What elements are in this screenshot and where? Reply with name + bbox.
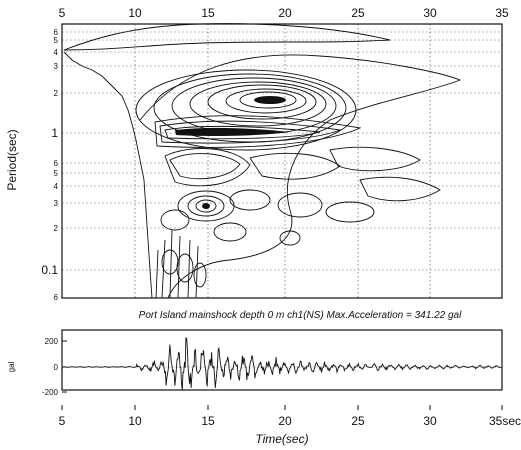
y-minor-tick-label: 3 — [54, 199, 59, 208]
x-axis-label: Time(sec) — [255, 432, 308, 446]
y-minor-tick-label: 2 — [54, 89, 59, 98]
contour-peak-ring — [135, 69, 357, 151]
contour-dense — [175, 96, 290, 209]
y-minor-tick-label: 3 — [54, 62, 59, 71]
y-minor-tick-label: 5 — [54, 169, 59, 178]
y-major-tick-label: 1 — [51, 126, 58, 140]
figure-caption: Port Island mainshock depth 0 m ch1(NS) … — [139, 310, 462, 321]
y-minor-tick-label: 4 — [54, 182, 59, 191]
contour-peak-ring — [207, 84, 317, 120]
bottom-y-ticks — [62, 340, 67, 393]
x-tick-label: 20 — [278, 414, 292, 428]
y-minor-tick-label: 6 — [54, 293, 59, 302]
y-tick-label: 0 — [54, 363, 59, 372]
contour-band — [159, 120, 342, 144]
contour-blob — [169, 153, 241, 180]
contour-blob — [277, 192, 323, 218]
y-minor-tick-label: 5 — [54, 36, 59, 45]
top-x-tick-label: 15 — [201, 6, 215, 20]
x-tick-label: 15 — [201, 414, 215, 428]
contour-blob — [279, 230, 301, 246]
contour-blob — [329, 146, 421, 172]
top-x-tick-label: 10 — [128, 6, 142, 20]
top-x-tick-label: 35 — [495, 6, 509, 20]
y-minor-tick-label: 6 — [54, 159, 59, 168]
contour-band — [164, 125, 321, 140]
contour-outer — [63, 23, 391, 51]
contour-blob — [164, 148, 251, 187]
contour-lines — [63, 23, 462, 299]
contour-peak-ring — [239, 91, 297, 109]
contour-blob — [249, 152, 341, 180]
contour-blob-core — [202, 203, 210, 209]
top-x-tick-label: 30 — [423, 6, 437, 20]
x-tick-label: 35sec — [489, 414, 521, 428]
bottom-x-tick-labels: 5 10 15 20 25 30 35sec — [59, 414, 521, 428]
acceleration-plot-frame — [61, 329, 503, 391]
contour-outer-right — [139, 54, 462, 299]
contour-plot-frame — [61, 23, 503, 299]
y-axis-label: Period(sec) — [5, 129, 19, 190]
contour-peak-ring — [189, 81, 327, 127]
top-x-tick-label: 20 — [278, 6, 292, 20]
contour-blob — [160, 209, 190, 231]
contour-blob — [325, 201, 375, 223]
contour-outer-step — [63, 51, 153, 299]
top-y-tick-labels: 6 5 4 3 2 1 6 5 4 3 2 0.1 6 — [41, 28, 58, 302]
contour-blob — [176, 253, 194, 283]
y-minor-tick-label: 2 — [54, 224, 59, 233]
top-x-tick-label: 25 — [351, 6, 365, 20]
y-tick-label: 200 — [45, 337, 59, 346]
y-axis-label-gal: gal — [7, 361, 16, 372]
y-minor-tick-label: 4 — [54, 48, 59, 57]
contour-blob — [359, 176, 441, 202]
contour-blob — [193, 262, 207, 288]
contour-blob — [213, 222, 247, 242]
contour-band-core — [175, 127, 290, 136]
y-major-tick-label: 0.1 — [41, 263, 58, 277]
x-tick-label: 5 — [59, 414, 66, 428]
contour-blob — [187, 195, 225, 217]
contour-blob — [195, 199, 217, 213]
top-x-tick-labels: 5 10 15 20 25 30 35 — [59, 6, 509, 20]
y-tick-label: -200 — [42, 388, 59, 397]
acceleration-trace — [62, 337, 502, 391]
contour-grid — [62, 24, 502, 298]
bottom-y-tick-labels: 200 0 -200 — [42, 337, 59, 397]
x-tick-label: 25 — [351, 414, 365, 428]
contour-band — [154, 115, 362, 148]
top-x-tick-label: 5 — [59, 6, 66, 20]
x-tick-label: 10 — [128, 414, 142, 428]
contour-blob — [161, 249, 179, 275]
x-tick-label: 30 — [423, 414, 437, 428]
contour-peak-core — [254, 96, 286, 104]
contour-blob — [229, 189, 271, 211]
y-minor-tick-label: 6 — [54, 28, 59, 37]
contour-peak-ring — [225, 88, 307, 114]
bottom-x-ticks — [61, 405, 503, 410]
